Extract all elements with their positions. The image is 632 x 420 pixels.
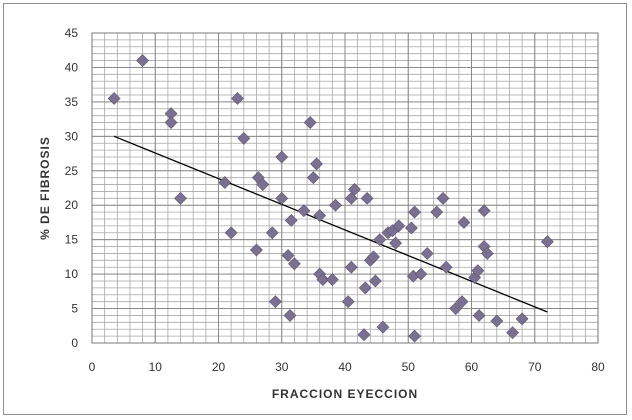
data-point: [218, 176, 232, 189]
data-point: [237, 131, 251, 145]
data-point: [341, 295, 355, 309]
data-point: [480, 247, 494, 260]
data-point: [313, 209, 327, 222]
data-point: [540, 235, 554, 249]
chart-frame: [3, 3, 627, 415]
data-point: [265, 226, 279, 240]
tick-labels: 0 10 20 30 40 50 60 70 80 0 5 10 15 20 25 30 35 40 45: [65, 26, 605, 374]
data-point: [284, 213, 298, 227]
data-point: [164, 116, 178, 129]
data-point: [392, 219, 406, 233]
data-point: [439, 260, 453, 274]
data-point: [306, 171, 320, 185]
x-tick-label: 70: [528, 360, 542, 374]
data-point: [457, 216, 471, 229]
y-tick-label: 5: [71, 302, 78, 316]
data-point: [224, 226, 238, 240]
data-point: [408, 205, 421, 219]
data-point: [283, 309, 297, 322]
y-axis-title: % DE FIBROSIS: [38, 136, 52, 240]
x-tick-label: 80: [591, 360, 605, 374]
data-point: [107, 92, 121, 105]
data-point: [281, 249, 295, 262]
data-point: [449, 302, 463, 315]
x-tick-label: 40: [338, 360, 352, 374]
data-point: [357, 328, 371, 342]
data-point: [297, 204, 311, 218]
data-point: [477, 204, 491, 218]
axes: [91, 32, 599, 344]
data-point: [367, 250, 380, 264]
data-point: [287, 257, 301, 271]
data-point: [303, 116, 317, 129]
y-tick-label: 15: [65, 233, 79, 247]
y-tick-label: 0: [71, 336, 78, 350]
data-point: [310, 157, 323, 171]
data-point: [472, 309, 486, 322]
data-point: [316, 273, 330, 287]
y-tick-label: 35: [65, 95, 79, 109]
data-point: [414, 267, 428, 281]
y-tick-label: 30: [65, 129, 79, 143]
data-point: [275, 191, 289, 205]
data-point: [325, 273, 339, 287]
x-tick-label: 20: [212, 360, 226, 374]
data-point: [376, 320, 390, 334]
data-points: [107, 54, 554, 343]
x-tick-label: 0: [89, 360, 96, 374]
data-point: [348, 182, 361, 196]
x-axis-title: FRACCION EYECCION: [272, 387, 418, 401]
y-tick-label: 10: [65, 267, 79, 281]
plot-border: [91, 32, 599, 344]
data-point: [231, 92, 244, 105]
x-tick-label: 50: [402, 360, 416, 374]
x-tick-label: 10: [149, 360, 163, 374]
data-point: [455, 295, 469, 309]
trendline: [113, 135, 548, 313]
data-point: [136, 54, 150, 67]
data-point: [515, 312, 529, 326]
y-tick-label: 45: [65, 26, 79, 40]
data-point: [329, 198, 342, 212]
data-point: [360, 191, 374, 205]
data-point: [404, 221, 418, 235]
data-point: [436, 191, 450, 205]
y-tick-label: 40: [65, 60, 79, 74]
data-point: [358, 281, 372, 295]
data-point: [408, 329, 421, 343]
y-tick-label: 20: [65, 198, 79, 212]
trendline-group: [113, 135, 548, 313]
data-point: [269, 295, 282, 309]
data-point: [430, 205, 444, 219]
grid: [91, 32, 599, 344]
data-point: [506, 326, 520, 340]
y-tick-label: 25: [65, 164, 79, 178]
data-point: [471, 264, 485, 278]
data-point: [373, 233, 387, 247]
data-point: [344, 260, 358, 274]
x-tick-label: 60: [465, 360, 479, 374]
x-tick-label: 30: [275, 360, 289, 374]
data-point: [368, 274, 382, 288]
data-point: [420, 247, 434, 260]
data-point: [174, 191, 187, 205]
data-point: [490, 314, 504, 328]
data-point: [275, 150, 289, 164]
data-point: [256, 178, 270, 191]
data-point: [389, 236, 403, 250]
data-point: [250, 243, 263, 257]
